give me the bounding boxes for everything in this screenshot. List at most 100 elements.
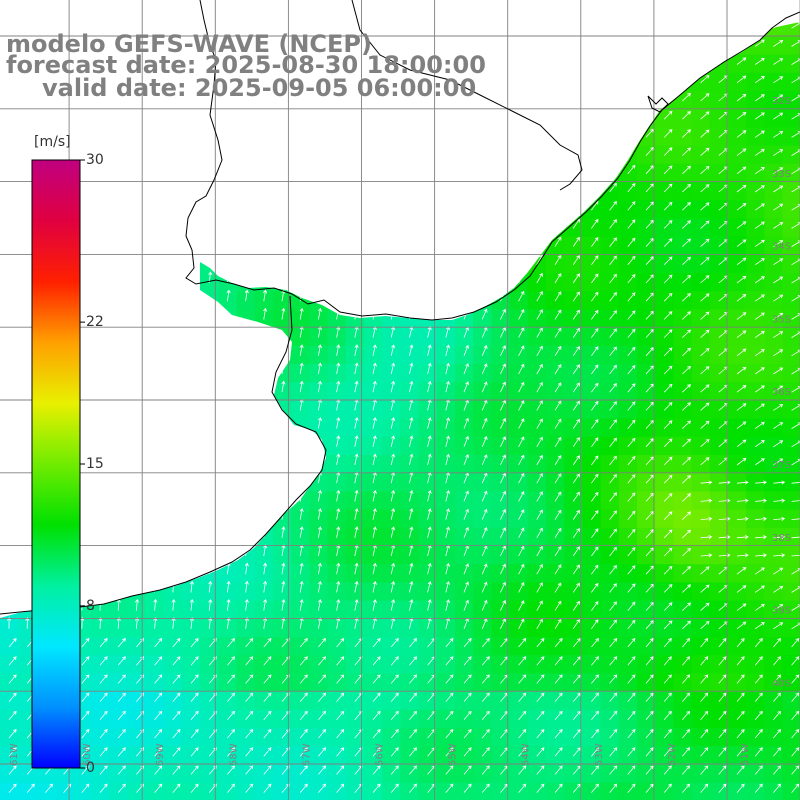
wind-arrow — [627, 674, 636, 684]
wind-arrow — [354, 307, 359, 320]
wind-arrow — [554, 382, 562, 393]
wind-arrow — [627, 456, 636, 466]
wind-arrow — [263, 544, 268, 557]
wind-arrow — [572, 364, 580, 375]
wind-arrow — [627, 492, 636, 502]
wind-arrow — [791, 765, 800, 775]
wind-arrow — [463, 599, 469, 611]
wind-arrow — [463, 692, 472, 702]
wind-arrow — [299, 526, 304, 538]
wind-arrow — [299, 656, 308, 666]
wind-arrow — [663, 474, 673, 484]
wind-arrow — [372, 580, 377, 593]
wind-arrow — [554, 600, 562, 611]
wind-arrow — [554, 509, 562, 520]
wind-arrow — [8, 783, 17, 793]
wind-arrow — [500, 527, 506, 538]
wind-arrow — [227, 674, 235, 684]
wind-arrow — [172, 783, 181, 793]
wind-arrow — [773, 76, 784, 84]
wind-arrow — [409, 710, 417, 721]
wind-arrow — [99, 783, 108, 793]
wind-arrow — [791, 204, 800, 211]
wind-arrow — [754, 567, 765, 575]
wind-arrow — [554, 674, 563, 684]
valid-date: valid date: 2025-09-05 06:00:00 — [42, 74, 477, 102]
wind-arrow — [445, 599, 450, 611]
wind-arrow — [536, 692, 545, 702]
wind-arrow — [299, 362, 304, 375]
wind-arrow — [390, 344, 396, 356]
wind-arrow — [409, 783, 417, 793]
wind-arrow — [390, 508, 396, 520]
wind-arrow — [226, 289, 231, 302]
wind-arrow — [682, 656, 690, 666]
wind-arrow — [518, 491, 525, 502]
wind-arrow — [354, 599, 359, 611]
wind-arrow — [336, 489, 341, 502]
colorbar — [31, 159, 85, 769]
wind-arrow — [645, 620, 654, 630]
wind-arrow — [245, 692, 254, 702]
wind-arrow — [572, 437, 580, 448]
wind-arrow — [682, 293, 691, 302]
wind-arrow — [81, 783, 90, 793]
wind-arrow — [791, 113, 800, 120]
wind-arrow — [372, 729, 381, 739]
wind-arrow — [609, 747, 618, 757]
wind-arrow — [554, 710, 563, 721]
wind-arrow — [227, 765, 235, 775]
wind-arrow — [409, 362, 414, 375]
wind-arrow — [591, 382, 599, 393]
wind-arrow — [754, 130, 765, 138]
wind-arrow — [627, 729, 636, 739]
wind-arrow — [718, 729, 727, 739]
wind-arrow — [409, 692, 417, 702]
wind-arrow — [171, 580, 176, 593]
wind-arrow — [445, 638, 454, 648]
wind-arrow — [591, 765, 599, 775]
wind-arrow — [700, 692, 709, 702]
wind-arrow — [663, 220, 673, 229]
wind-arrow — [591, 582, 599, 593]
wind-arrow — [791, 516, 800, 521]
wind-arrow — [336, 580, 341, 593]
wind-arrow — [390, 526, 396, 538]
wind-arrow — [481, 656, 490, 666]
wind-arrow — [700, 348, 710, 357]
wind-arrow — [500, 490, 506, 502]
wind-arrow — [700, 516, 713, 521]
wind-arrow — [572, 600, 580, 611]
wind-arrow — [445, 562, 450, 575]
wind-arrow — [645, 783, 654, 793]
wind-arrow — [299, 508, 304, 520]
wind-arrow — [645, 601, 654, 611]
lat-label: 38S — [772, 533, 791, 544]
wind-arrow — [536, 545, 543, 557]
wind-arrow — [518, 327, 525, 338]
wind-arrow — [409, 508, 414, 520]
wind-arrow — [773, 349, 784, 357]
wind-arrow — [299, 783, 308, 793]
wind-arrow — [554, 747, 563, 757]
wind-arrow — [663, 511, 673, 520]
wind-arrow — [427, 453, 432, 466]
wind-arrow — [281, 598, 286, 611]
lat-label: 33S — [772, 169, 791, 180]
wind-arrow — [354, 562, 359, 575]
wind-arrow — [754, 57, 765, 65]
wind-arrow — [445, 380, 450, 393]
wind-arrow — [627, 747, 636, 757]
wind-arrow — [572, 765, 581, 775]
wind-arrow — [736, 312, 747, 320]
wind-arrow — [409, 526, 414, 538]
wind-arrow — [736, 294, 747, 302]
wind-arrow — [663, 438, 673, 448]
wind-arrow — [645, 128, 654, 138]
wind-arrow — [463, 710, 472, 721]
wind-arrow — [591, 364, 599, 375]
wind-arrow — [299, 344, 304, 356]
wind-arrow — [718, 516, 731, 521]
wind-arrow — [736, 567, 747, 575]
coastline — [0, 0, 800, 615]
